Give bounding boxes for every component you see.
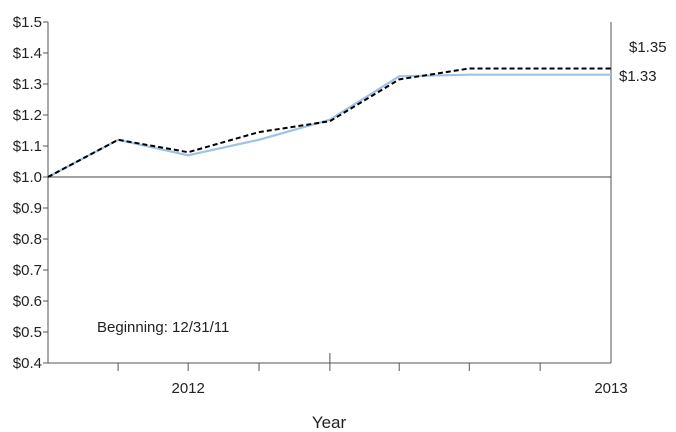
- dashed-series-end-label: $1.35: [629, 39, 667, 56]
- beginning-annotation: Beginning: 12/31/11: [97, 319, 229, 336]
- solid-series-end-label: $1.33: [619, 68, 657, 85]
- x-axis-title: Year: [312, 413, 347, 432]
- x-tick-label: 2012: [171, 380, 204, 397]
- chart-labels: Year Beginning: 12/31/11 $1.33 $1.35: [97, 39, 667, 432]
- y-tick-label: $1.4: [13, 45, 42, 62]
- y-tick-label: $1.0: [13, 169, 42, 186]
- y-tick-label: $0.6: [13, 293, 42, 310]
- y-tick-label: $0.4: [13, 355, 42, 372]
- y-tick-label: $0.7: [13, 262, 42, 279]
- y-tick-label: $1.2: [13, 107, 42, 124]
- y-tick-label: $1.5: [13, 14, 42, 31]
- y-tick-label: $1.1: [13, 138, 42, 155]
- solid-series-line: [47, 73, 611, 178]
- x-tick-label: 2013: [594, 380, 627, 397]
- dashed-series-line: [47, 67, 611, 178]
- y-tick-label: $0.5: [13, 324, 42, 341]
- y-tick-label: $1.3: [13, 76, 42, 93]
- series-lines: [47, 67, 611, 178]
- axes: $1.5 $1.4 $1.3 $1.2 $1.1 $1.0 $0.9 $0.8 $0.7 $0.6…: [13, 14, 628, 397]
- y-tick-label: $0.9: [13, 200, 42, 217]
- y-tick-label: $0.8: [13, 231, 42, 248]
